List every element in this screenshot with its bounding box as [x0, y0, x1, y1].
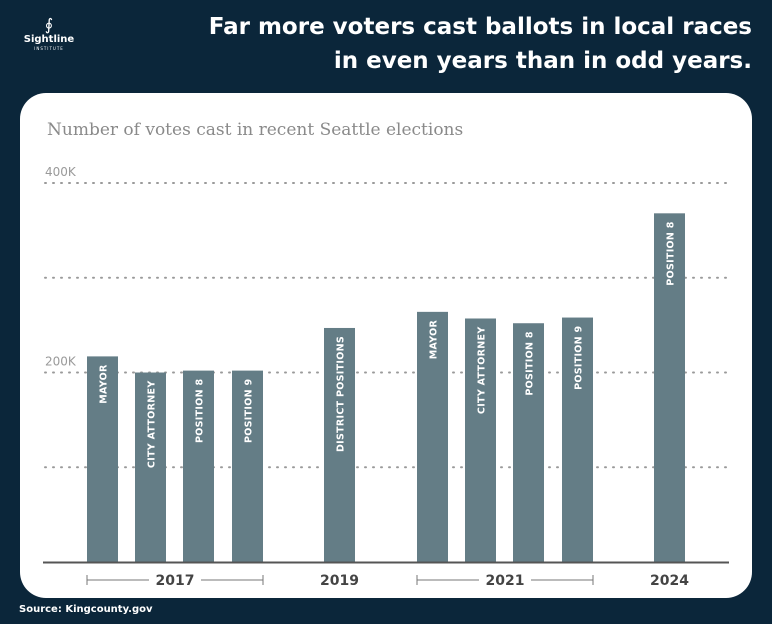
- bar-label: POSITION 8: [666, 221, 677, 285]
- bar-label: POSITION 8: [525, 331, 536, 395]
- x-group-label: 2024: [650, 573, 689, 589]
- bar: [417, 311, 448, 562]
- headline-line-1: Far more voters cast ballots in local ra…: [208, 14, 752, 40]
- chart-title: Number of votes cast in recent Seattle e…: [47, 120, 464, 140]
- bar-label: CITY ATTORNEY: [147, 381, 158, 469]
- x-group-label: 2019: [320, 573, 359, 589]
- bar-label: POSITION 9: [244, 379, 255, 443]
- x-group-label: 2021: [486, 573, 525, 589]
- bar: [562, 317, 593, 562]
- logo-knot-icon: ∮: [44, 15, 54, 34]
- logo-name: Sightline: [23, 34, 75, 45]
- x-group-label: 2017: [156, 573, 195, 589]
- headline-line-2: in even years than in odd years.: [333, 48, 752, 74]
- bar-label: MAYOR: [99, 364, 110, 404]
- bar: [654, 213, 685, 562]
- bar: [232, 370, 263, 562]
- y-tick-label: 200K: [45, 355, 77, 369]
- bar-label: MAYOR: [429, 319, 440, 359]
- headline: Far more voters cast ballots in local ra…: [152, 10, 752, 78]
- bar: [324, 327, 355, 562]
- bar-label: POSITION 9: [574, 326, 585, 390]
- bar: [513, 323, 544, 562]
- source-note: Source: Kingcounty.gov: [19, 604, 153, 615]
- bar: [87, 356, 118, 562]
- bar: [183, 370, 214, 562]
- bar: [135, 372, 166, 562]
- bar: [465, 318, 496, 562]
- bar-label: POSITION 8: [195, 379, 206, 443]
- y-tick-label: 400K: [45, 165, 77, 179]
- bar-label: CITY ATTORNEY: [477, 326, 488, 414]
- bar-label: DISTRICT POSITIONS: [336, 336, 347, 452]
- logo-sub: INSTITUTE: [34, 46, 64, 51]
- sightline-logo: ∮ Sightline INSTITUTE: [14, 16, 84, 52]
